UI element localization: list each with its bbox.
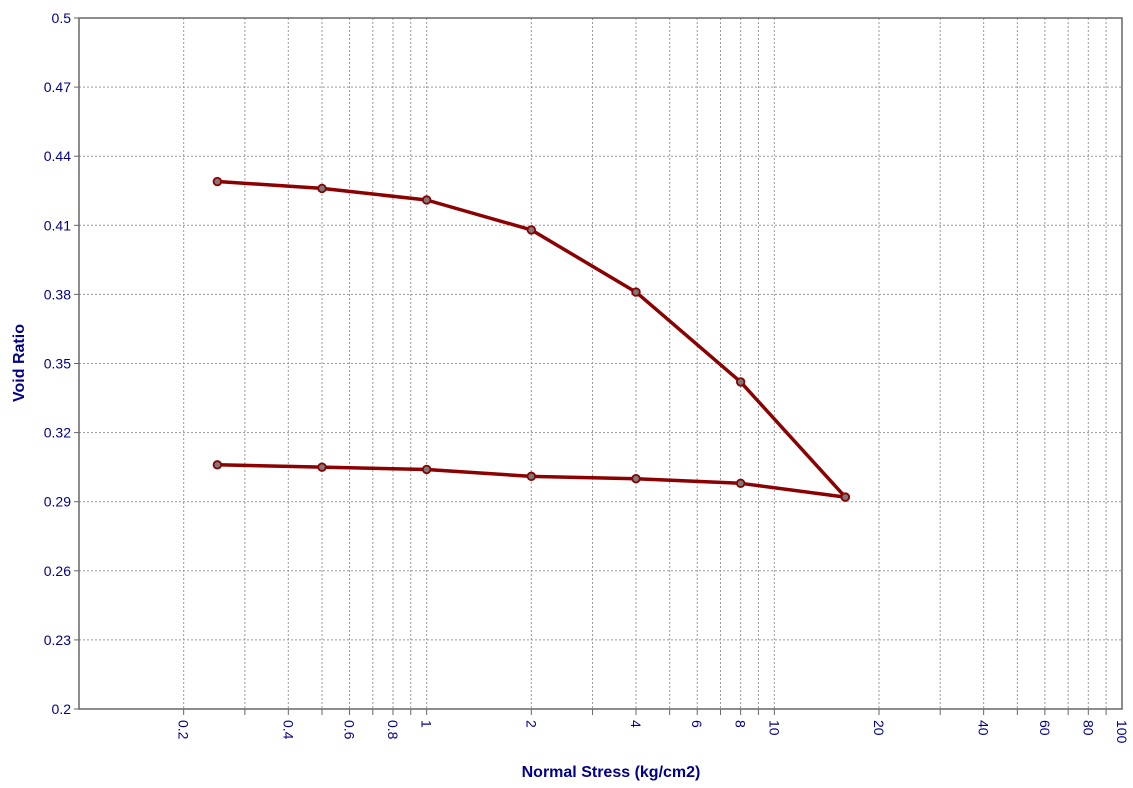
x-tick-label: 40 <box>976 720 992 736</box>
series-2-point <box>317 462 327 472</box>
series-1-point <box>631 287 641 297</box>
x-tick-label: 2 <box>523 720 539 728</box>
x-tick-label: 20 <box>871 720 887 736</box>
y-tick-label: 0.41 <box>44 217 71 233</box>
y-axis-label: Void Ratio <box>11 324 28 402</box>
x-tick-label: 80 <box>1080 720 1096 736</box>
y-tick-label: 0.23 <box>44 632 71 648</box>
series-2-point <box>212 460 223 470</box>
y-tick-label: 0.35 <box>44 356 71 372</box>
series-1-point <box>526 225 537 235</box>
y-tick-label: 0.26 <box>44 563 71 579</box>
series-2-point <box>735 478 746 488</box>
series-2-point <box>840 492 850 502</box>
series-1-point <box>317 183 327 194</box>
plot-frame <box>78 17 1123 710</box>
x-tick-label: 6 <box>689 720 705 728</box>
y-tick-label: 0.38 <box>44 286 71 302</box>
x-tick-label: 60 <box>1037 720 1053 736</box>
series-1-point <box>421 195 432 205</box>
y-tick-label: 0.47 <box>44 79 71 95</box>
x-tick-label: 4 <box>628 720 644 728</box>
x-tick-label: 100 <box>1114 720 1130 744</box>
axis-layer: 0.20.230.260.290.320.350.380.410.440.470… <box>44 10 1130 744</box>
x-tick-label: 10 <box>766 720 782 736</box>
series-layer <box>212 176 850 502</box>
y-tick-label: 0.5 <box>52 10 72 26</box>
series-2-point <box>631 473 641 484</box>
x-tick-label: 0.8 <box>385 720 401 740</box>
x-axis-label: Normal Stress (kg/cm2) <box>522 764 701 781</box>
y-tick-label: 0.2 <box>52 701 72 717</box>
grid-layer <box>79 18 1122 709</box>
series-2-point <box>526 471 537 482</box>
x-tick-label: 0.6 <box>342 720 358 740</box>
x-tick-label: 0.4 <box>280 720 296 740</box>
series-2-point <box>421 464 432 475</box>
x-tick-label: 1 <box>419 720 435 728</box>
x-tick-label: 8 <box>733 720 749 728</box>
y-tick-label: 0.32 <box>44 425 71 441</box>
y-tick-label: 0.44 <box>44 148 71 164</box>
series-1-point <box>212 176 223 187</box>
series-1-point <box>735 377 746 387</box>
y-tick-label: 0.29 <box>44 494 71 510</box>
x-tick-label: 0.2 <box>176 720 192 740</box>
